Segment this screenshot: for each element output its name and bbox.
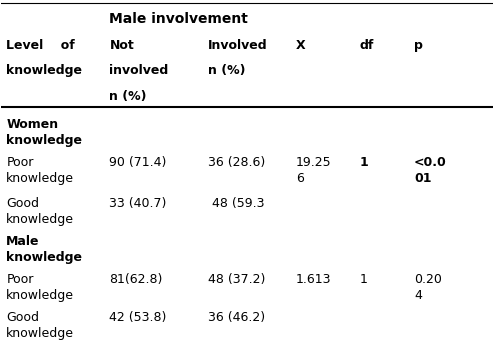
Text: Not: Not <box>110 39 134 52</box>
Text: Male involvement: Male involvement <box>110 12 248 26</box>
Text: X: X <box>296 39 306 52</box>
Text: 42 (53.8): 42 (53.8) <box>110 311 167 324</box>
Text: 0.20
4: 0.20 4 <box>414 273 442 302</box>
Text: Poor
knowledge: Poor knowledge <box>6 156 74 185</box>
Text: involved: involved <box>110 65 169 78</box>
Text: 48 (37.2): 48 (37.2) <box>207 273 265 286</box>
Text: 81(62.8): 81(62.8) <box>110 273 163 286</box>
Text: 1.613: 1.613 <box>296 273 331 286</box>
Text: 48 (59.3: 48 (59.3 <box>207 197 264 210</box>
Text: Involved: Involved <box>207 39 267 52</box>
Text: 36 (28.6): 36 (28.6) <box>207 156 265 169</box>
Text: Good
knowledge: Good knowledge <box>6 197 74 226</box>
Text: Poor
knowledge: Poor knowledge <box>6 273 74 302</box>
Text: Level    of: Level of <box>6 39 75 52</box>
Text: 1: 1 <box>360 273 368 286</box>
Text: p: p <box>414 39 423 52</box>
Text: 19.25
6: 19.25 6 <box>296 156 332 185</box>
Text: n (%): n (%) <box>207 65 245 78</box>
Text: Male
knowledge: Male knowledge <box>6 235 82 264</box>
Text: 1: 1 <box>360 156 369 169</box>
Text: 36 (46.2): 36 (46.2) <box>207 311 265 324</box>
Text: n (%): n (%) <box>110 90 147 103</box>
Text: 33 (40.7): 33 (40.7) <box>110 197 167 210</box>
Text: knowledge: knowledge <box>6 65 82 78</box>
Text: Women
knowledge: Women knowledge <box>6 118 82 147</box>
Text: <0.0
01: <0.0 01 <box>414 156 447 185</box>
Text: df: df <box>360 39 374 52</box>
Text: Good
knowledge: Good knowledge <box>6 311 74 340</box>
Text: 90 (71.4): 90 (71.4) <box>110 156 167 169</box>
